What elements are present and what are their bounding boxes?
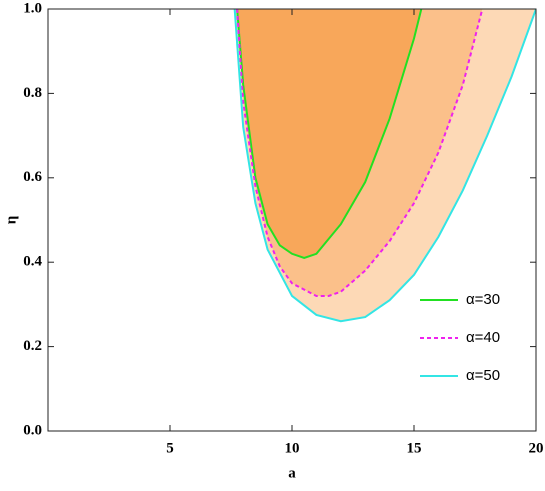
- curve: [233, 9, 536, 323]
- x-tick-label: 20: [529, 440, 544, 456]
- legend-label: α=30: [466, 291, 500, 308]
- x-tick-label: 10: [285, 440, 300, 456]
- x-tick-label: 15: [407, 440, 422, 456]
- legend-label: α=40: [466, 329, 500, 346]
- x-tick-label: 5: [166, 440, 174, 456]
- y-tick-label: 0.4: [23, 254, 42, 270]
- curve: [236, 9, 423, 260]
- legend-label: α=50: [466, 367, 500, 384]
- y-tick-label: 0.0: [23, 422, 42, 438]
- fills: [234, 9, 536, 322]
- y-tick-label: 0.6: [23, 169, 42, 185]
- x-axis-label: a: [288, 465, 296, 481]
- y-tick-label: 0.2: [23, 338, 42, 354]
- region-fill: [237, 9, 422, 258]
- curve: [236, 9, 484, 297]
- y-tick-label: 0.8: [23, 85, 42, 101]
- lines: [233, 9, 536, 323]
- y-axis-label: η: [3, 216, 19, 225]
- y-tick-label: 1.0: [23, 0, 42, 16]
